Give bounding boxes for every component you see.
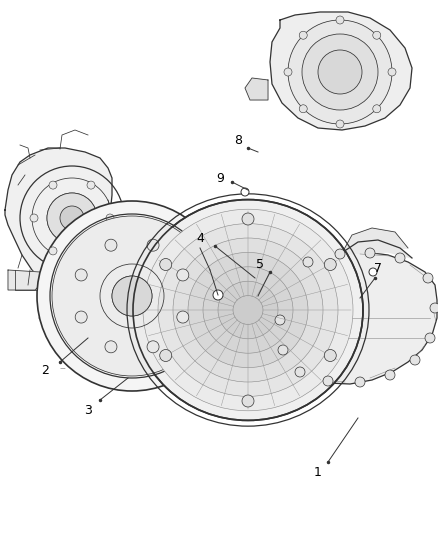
Ellipse shape: [233, 296, 263, 325]
Text: 5: 5: [256, 259, 264, 271]
Circle shape: [284, 68, 292, 76]
Circle shape: [112, 276, 152, 316]
Circle shape: [105, 341, 117, 353]
Polygon shape: [342, 228, 408, 253]
Circle shape: [318, 50, 362, 94]
Circle shape: [47, 193, 97, 243]
Circle shape: [87, 247, 95, 255]
Circle shape: [388, 68, 396, 76]
Circle shape: [37, 201, 227, 391]
Circle shape: [373, 105, 381, 113]
Circle shape: [105, 239, 117, 251]
Circle shape: [242, 395, 254, 407]
Polygon shape: [340, 240, 412, 258]
Circle shape: [385, 370, 395, 380]
Circle shape: [288, 20, 392, 124]
Circle shape: [60, 206, 84, 230]
Circle shape: [52, 216, 212, 376]
Circle shape: [324, 259, 336, 271]
Circle shape: [324, 350, 336, 361]
Circle shape: [369, 268, 377, 276]
Circle shape: [160, 259, 172, 271]
Circle shape: [177, 311, 189, 323]
Ellipse shape: [133, 199, 363, 421]
Circle shape: [87, 181, 95, 189]
Circle shape: [336, 120, 344, 128]
Circle shape: [278, 345, 288, 355]
Polygon shape: [8, 270, 40, 290]
Circle shape: [49, 181, 57, 189]
Circle shape: [303, 257, 313, 267]
Circle shape: [410, 355, 420, 365]
Text: 4: 4: [196, 231, 204, 245]
Ellipse shape: [218, 281, 278, 339]
Polygon shape: [278, 252, 437, 384]
Ellipse shape: [173, 238, 323, 382]
Circle shape: [241, 188, 249, 196]
Circle shape: [177, 269, 189, 281]
Polygon shape: [5, 148, 112, 288]
Circle shape: [425, 333, 435, 343]
Circle shape: [242, 213, 254, 225]
Circle shape: [335, 249, 345, 259]
Circle shape: [299, 105, 307, 113]
Circle shape: [213, 290, 223, 300]
Circle shape: [302, 34, 378, 110]
Text: 1: 1: [314, 465, 322, 479]
Circle shape: [395, 253, 405, 263]
Circle shape: [160, 350, 172, 361]
Circle shape: [355, 377, 365, 387]
Text: 8: 8: [234, 133, 242, 147]
Circle shape: [30, 214, 38, 222]
Circle shape: [275, 315, 285, 325]
Circle shape: [75, 269, 87, 281]
Text: 3: 3: [84, 403, 92, 416]
Circle shape: [373, 31, 381, 39]
Ellipse shape: [188, 253, 308, 368]
Text: 7: 7: [374, 262, 382, 274]
Circle shape: [295, 367, 305, 377]
Circle shape: [49, 247, 57, 255]
Polygon shape: [270, 12, 412, 130]
Ellipse shape: [158, 224, 338, 397]
Circle shape: [423, 273, 433, 283]
Text: 9: 9: [216, 172, 224, 184]
Ellipse shape: [143, 209, 353, 411]
Circle shape: [147, 239, 159, 251]
Circle shape: [299, 31, 307, 39]
Text: 2: 2: [41, 364, 49, 376]
Circle shape: [323, 376, 333, 386]
Circle shape: [365, 248, 375, 258]
Circle shape: [336, 16, 344, 24]
Circle shape: [106, 214, 114, 222]
Polygon shape: [245, 78, 268, 100]
Circle shape: [147, 341, 159, 353]
Ellipse shape: [203, 267, 293, 353]
Circle shape: [75, 311, 87, 323]
Circle shape: [430, 303, 438, 313]
